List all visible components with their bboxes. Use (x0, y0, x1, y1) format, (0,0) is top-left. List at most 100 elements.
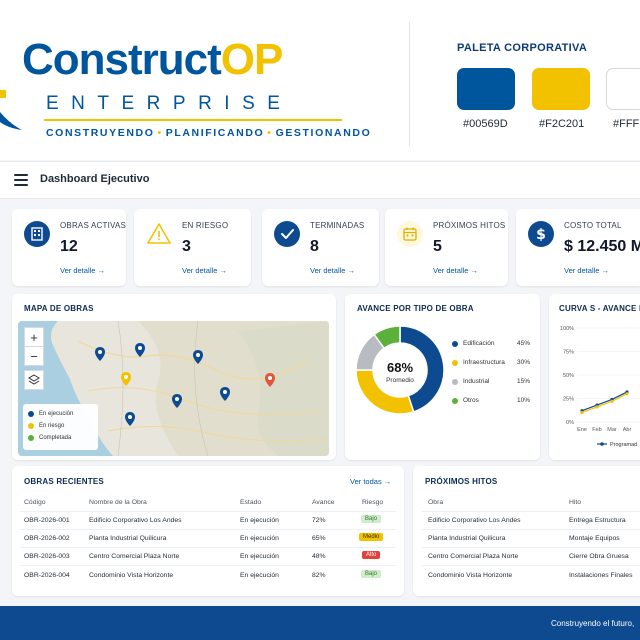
donut-center-value: 68% (386, 360, 414, 375)
col-header-riesgo: Riesgo (362, 499, 384, 506)
kpi-label: EN RIESGO (182, 221, 229, 230)
cell-hito: Cierre Obra Gruesa (569, 553, 629, 560)
kpi-detail-link[interactable]: Ver detalle → (310, 266, 356, 275)
table-divider (20, 529, 396, 530)
kpi-card-proximos-hitos: PRÓXIMOS HITOS 5 Ver detalle → (385, 209, 508, 286)
cell-obra: Edificio Corporativo Los Andes (428, 517, 521, 524)
curva-s-title: CURVA S - AVANCE FÍS (559, 304, 640, 313)
brand-subtitle: ENTERPRISE (46, 93, 293, 114)
col-header-obra: Obra (428, 499, 444, 506)
building-icon (24, 221, 50, 247)
legend-label: Programad (610, 442, 637, 448)
swatch-blue (457, 68, 515, 110)
x-tick-label: Feb (592, 427, 601, 433)
risk-badge: Medio (359, 533, 384, 541)
legend-item: En ejecución (28, 408, 93, 420)
map-pin-en-ejecucion[interactable] (95, 347, 105, 361)
y-tick-label: 25% (563, 397, 574, 403)
zoom-in-button[interactable]: + (24, 327, 44, 347)
map-pin-en-ejecucion[interactable] (220, 387, 230, 401)
cell-codigo: OBR-2026-003 (24, 553, 70, 560)
cell-hito: Entrega Estructura (569, 517, 626, 524)
map-canvas[interactable]: + − En ejecución En riesgo Completada (18, 321, 329, 456)
kpi-detail-link[interactable]: Ver detalle → (433, 266, 479, 275)
cell-codigo: OBR-2026-004 (24, 572, 70, 579)
swatch-white (606, 68, 640, 110)
map-legend: En ejecución En riesgo Completada (23, 404, 98, 450)
donut-legend-item: Otros 10% (452, 397, 530, 404)
cell-nombre: Centro Comercial Plaza Norte (89, 553, 180, 560)
cell-avance: 72% (312, 517, 326, 524)
footer-bar: Construyendo el futuro, (0, 606, 640, 640)
series-line-1 (581, 393, 628, 414)
cell-nombre: Condominio Vista Horizonte (89, 572, 174, 579)
y-tick-label: 50% (563, 373, 574, 379)
cell-estado: En ejecución (240, 517, 279, 524)
map-pin-en-ejecucion[interactable] (193, 350, 203, 364)
curva-s-panel: CURVA S - AVANCE FÍS (549, 294, 640, 460)
curva-s-chart: 100% 75% 50% 25% 0%Ene Feb Mar Abr Programad (560, 326, 640, 448)
page-title: Dashboard Ejecutivo (40, 173, 150, 185)
kpi-detail-link[interactable]: Ver detalle → (182, 266, 228, 275)
svg-text:$: $ (536, 227, 546, 243)
kpi-value: 3 (182, 238, 191, 255)
table-divider (422, 547, 640, 548)
check-icon (274, 221, 300, 247)
table-divider (422, 511, 640, 512)
x-tick-label: Mar (607, 427, 617, 433)
series-point-1 (625, 392, 629, 396)
col-header-avance: Avance (312, 499, 335, 506)
kpi-value: 12 (60, 238, 78, 255)
cell-estado: En ejecución (240, 572, 279, 579)
cell-estado: En ejecución (240, 535, 279, 542)
cell-nombre: Planta Industrial Quilicura (89, 535, 167, 542)
table-divider (422, 565, 640, 566)
ver-todas-link[interactable]: Ver todas → (350, 477, 392, 486)
map-pin-alerta[interactable] (265, 373, 275, 387)
calendar-icon (397, 221, 423, 247)
table-divider (20, 547, 396, 548)
cell-nombre: Edificio Corporativo Los Andes (89, 517, 182, 524)
legend-item: Completada (28, 432, 93, 444)
cell-avance: 82% (312, 572, 326, 579)
kpi-card-terminadas: TERMINADAS 8 Ver detalle → (262, 209, 379, 286)
warning-icon (146, 221, 172, 247)
y-tick-label: 75% (563, 350, 574, 356)
hitos-panel-title: PRÓXIMOS HITOS (425, 477, 498, 486)
kpi-value: 8 (310, 238, 319, 255)
cell-obra: Condominio Vista Horizonte (428, 572, 513, 579)
donut-chart (355, 325, 445, 415)
kpi-label: PRÓXIMOS HITOS (433, 221, 506, 230)
cell-codigo: OBR-2026-001 (24, 517, 70, 524)
donut-legend-item: Industrial 15% (452, 378, 530, 385)
layers-icon[interactable] (24, 370, 44, 390)
map-terrain (18, 321, 329, 456)
kpi-value: $ 12.450 M (564, 238, 640, 255)
cell-codigo: OBR-2026-002 (24, 535, 70, 542)
zoom-out-button[interactable]: − (24, 346, 44, 366)
swatch-yellow (532, 68, 590, 110)
hamburger-menu-icon[interactable] (14, 174, 28, 186)
palette-title: PALETA CORPORATIVA (457, 42, 588, 54)
donut-center-label: Promedio (386, 377, 414, 384)
map-pin-en-ejecucion[interactable] (172, 394, 182, 408)
brand-underline (44, 119, 342, 121)
donut-slice-otros (373, 325, 401, 350)
swatch-label-white: #FFFF (613, 118, 640, 130)
cell-obra: Centro Comercial Plaza Norte (428, 553, 519, 560)
table-divider (20, 511, 396, 512)
map-pin-en-ejecucion[interactable] (125, 412, 135, 426)
legend-item: En riesgo (28, 420, 93, 432)
col-header-nombre: Nombre de la Obra (89, 499, 147, 506)
kpi-detail-link[interactable]: Ver detalle → (60, 266, 106, 275)
obras-panel-title: OBRAS RECIENTES (24, 477, 104, 486)
kpi-detail-link[interactable]: Ver detalle → (564, 266, 610, 275)
kpi-value: 5 (433, 238, 442, 255)
table-divider (20, 565, 396, 566)
map-pin-en-riesgo[interactable] (121, 372, 131, 386)
brand-logo-title: ConstructOP (22, 35, 283, 84)
donut-legend-item: Infraestructura 30% (452, 359, 530, 366)
cell-estado: En ejecución (240, 553, 279, 560)
map-pin-en-ejecucion[interactable] (135, 343, 145, 357)
series-line-0 (581, 391, 628, 412)
